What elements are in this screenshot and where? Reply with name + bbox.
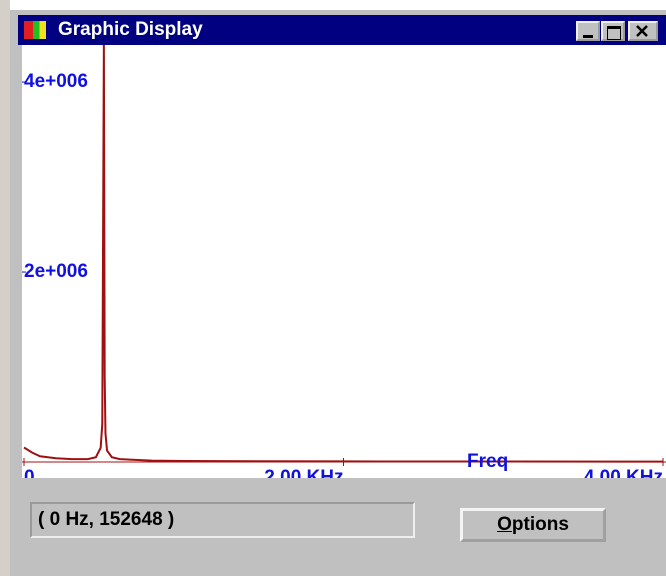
plot: 2e+006 4e+006 0 2.00 KHz 4.00 KHz Freq: [22, 45, 666, 478]
window-title: Graphic Display: [58, 19, 203, 40]
status-text: ( 0 Hz, 152648 ): [38, 509, 175, 530]
close-button[interactable]: [628, 21, 658, 41]
options-button[interactable]: Options: [460, 508, 606, 542]
options-label: Options: [497, 514, 569, 535]
x-tick-label: 4.00 KHz: [584, 467, 663, 478]
minimize-button[interactable]: [576, 21, 600, 41]
x-tick-label: 2.00 KHz: [264, 467, 343, 478]
y-tick-label: 2e+006: [24, 261, 88, 282]
x-tick-label: 0: [24, 467, 35, 478]
close-glyph: [636, 25, 648, 37]
x-axis-label: Freq: [467, 451, 508, 472]
desktop-edge: [0, 0, 10, 576]
app-icon: [24, 21, 46, 39]
plot-background: [22, 45, 666, 478]
title-bar: Graphic Display: [18, 15, 666, 45]
y-tick-label: 4e+006: [24, 71, 88, 92]
maximize-button[interactable]: [601, 21, 625, 41]
status-box: ( 0 Hz, 152648 ): [30, 502, 415, 538]
spectrum-line: [23, 45, 664, 463]
